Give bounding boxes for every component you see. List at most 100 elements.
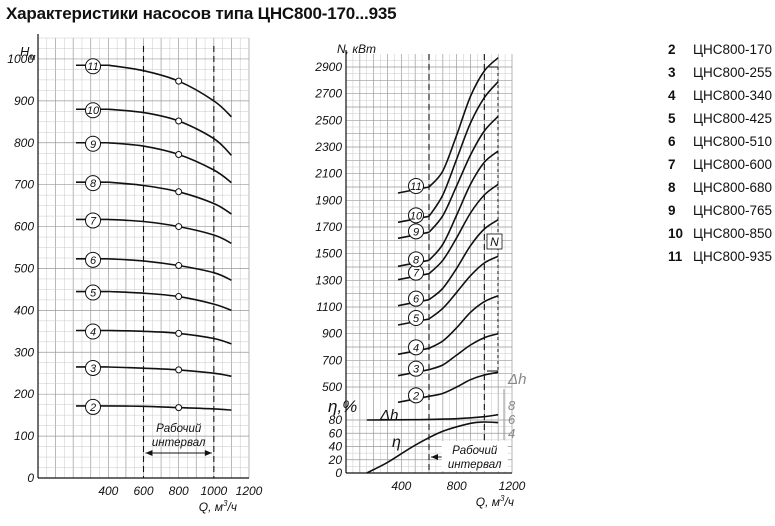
head-curve-badge-label: 7 [90, 215, 97, 227]
power-curve-badge-circle [408, 310, 424, 326]
x-tick-label: 1200 [499, 479, 526, 493]
efficiency-tick-label: 60 [329, 426, 343, 440]
x-tick-label: 800 [447, 479, 467, 493]
legend-pump-name: ЦНС800-510 [693, 134, 773, 149]
power-curve-badge-label: 4 [413, 342, 419, 354]
x-tick-label: 1000 [200, 484, 227, 498]
legend-pump-name: ЦНС800-765 [693, 203, 773, 218]
head-curve-badge-label: 5 [90, 288, 97, 300]
page-title: Характеристики насосов типа ЦНС800-170..… [6, 4, 397, 23]
power-curve-badge-circle [408, 339, 424, 356]
power-tick-label: 2300 [314, 140, 342, 154]
y-tick-label: 800 [14, 136, 34, 150]
x-axis-label: Q, м3/ч [199, 499, 237, 514]
head-curve-badge-label: 4 [90, 326, 96, 338]
y-tick-label: 300 [14, 345, 34, 359]
operating-point-marker [175, 262, 183, 270]
legend-number: 6 [668, 134, 676, 149]
x-tick-label: 1200 [236, 484, 263, 498]
working-range-arrowhead [204, 450, 212, 456]
power-curve-badge-label: 8 [413, 254, 420, 266]
efficiency-axis-label: η,% [328, 397, 357, 416]
operating-point-marker [175, 188, 183, 196]
power-curve-badge-label: 7 [413, 268, 420, 280]
x-tick-label: 400 [391, 479, 411, 493]
legend-row: 5 ЦНС800-425 [668, 111, 773, 134]
head-curve-badge-label: 11 [87, 61, 98, 73]
operating-point-marker [175, 77, 183, 85]
legend-pump-name: ЦНС800-600 [693, 157, 773, 172]
y-tick-label: 1000 [7, 52, 34, 66]
head-chart [37, 34, 250, 479]
y-tick-label: 700 [14, 178, 34, 192]
y-axis-label: N, кВт [337, 42, 376, 56]
y-tick-label: 0 [27, 471, 34, 485]
legend-row: 2 ЦНС800-170 [668, 42, 773, 65]
x-axis-label-sup: 3 [223, 499, 228, 508]
power-curve-badge-label: 6 [413, 294, 420, 306]
power-curve-badge-label: 5 [413, 313, 420, 325]
power-curve-badge-circle [408, 360, 424, 377]
power-curve-badge-circle [408, 251, 424, 268]
operating-point-marker [175, 329, 183, 337]
power-curve-badge-circle [408, 223, 424, 240]
working-range-label: Рабочий [452, 445, 498, 457]
legend-number: 4 [668, 88, 676, 103]
head-curve-badge-circle [85, 135, 101, 152]
power-curve-badge-circle [408, 207, 424, 224]
operating-point-marker [175, 117, 183, 125]
x-tick-label: 800 [169, 484, 189, 498]
power-curve-10 [428, 81, 499, 217]
operating-point-marker [175, 223, 183, 231]
working-range-label-bg [441, 441, 508, 471]
power-tick-label: 900 [322, 327, 342, 341]
power-curve-badge-label: 10 [410, 210, 423, 222]
power-curve-7 [428, 183, 499, 275]
efficiency-tick-label: 0 [335, 466, 342, 480]
y-tick-label: 600 [14, 220, 34, 234]
legend-number: 11 [668, 249, 683, 264]
head-curve-badge-label: 3 [90, 363, 97, 375]
working-range-arrowhead [431, 454, 438, 460]
power-tick-label: 1500 [315, 247, 342, 261]
power-curve-2 [428, 371, 499, 398]
x-axis-label-sup: 3 [500, 494, 505, 503]
power-tick-label: 2700 [314, 87, 342, 101]
legend-row: 4 ЦНС800-340 [668, 88, 773, 111]
y-tick-label: 200 [13, 387, 34, 401]
head-curve-badge-circle [85, 102, 101, 119]
power-curve-badge-circle [408, 290, 424, 307]
npsh-axis-label: Δh [507, 371, 526, 388]
legend-pump-name: ЦНС800-850 [693, 226, 773, 241]
power-tick-label: 1900 [315, 193, 342, 207]
legend-number: 9 [668, 203, 676, 218]
power-tick-label: 1700 [315, 220, 342, 234]
efficiency-tick-label: 20 [328, 453, 343, 467]
power-bracket-label: N [490, 235, 499, 249]
npsh-tick-label: 8 [508, 398, 516, 413]
power-tick-label: 700 [322, 353, 342, 367]
legend-number: 2 [668, 42, 676, 57]
legend-row: 7 ЦНС800-600 [668, 157, 773, 180]
y-tick-label: 900 [14, 94, 34, 108]
legend-row: 9 ЦНС800-765 [668, 203, 773, 226]
power-tick-label: 1100 [316, 300, 342, 314]
head-curve-badge-circle [85, 175, 101, 192]
legend-row: 11 ЦНС800-935 [668, 249, 773, 272]
legend-number: 10 [668, 226, 684, 241]
working-range-label: интервал [152, 437, 206, 449]
operating-point-marker [175, 404, 183, 412]
head-curve-badge-circle [85, 284, 101, 301]
npsh-curve [366, 413, 499, 421]
legend-pump-name: ЦНС800-425 [693, 111, 773, 126]
head-curve-badge-circle [85, 398, 101, 415]
efficiency-tick-label: 80 [329, 413, 343, 427]
head-curve-badge-label: 9 [90, 139, 96, 151]
power-curve-4 [428, 294, 499, 350]
npsh-curve-label: Δh [379, 407, 398, 424]
working-range-arrowhead [145, 450, 153, 456]
power-chart [345, 50, 513, 474]
legend-row: 10 ЦНС800-850 [668, 226, 773, 249]
power-tick-label: 500 [322, 380, 342, 394]
